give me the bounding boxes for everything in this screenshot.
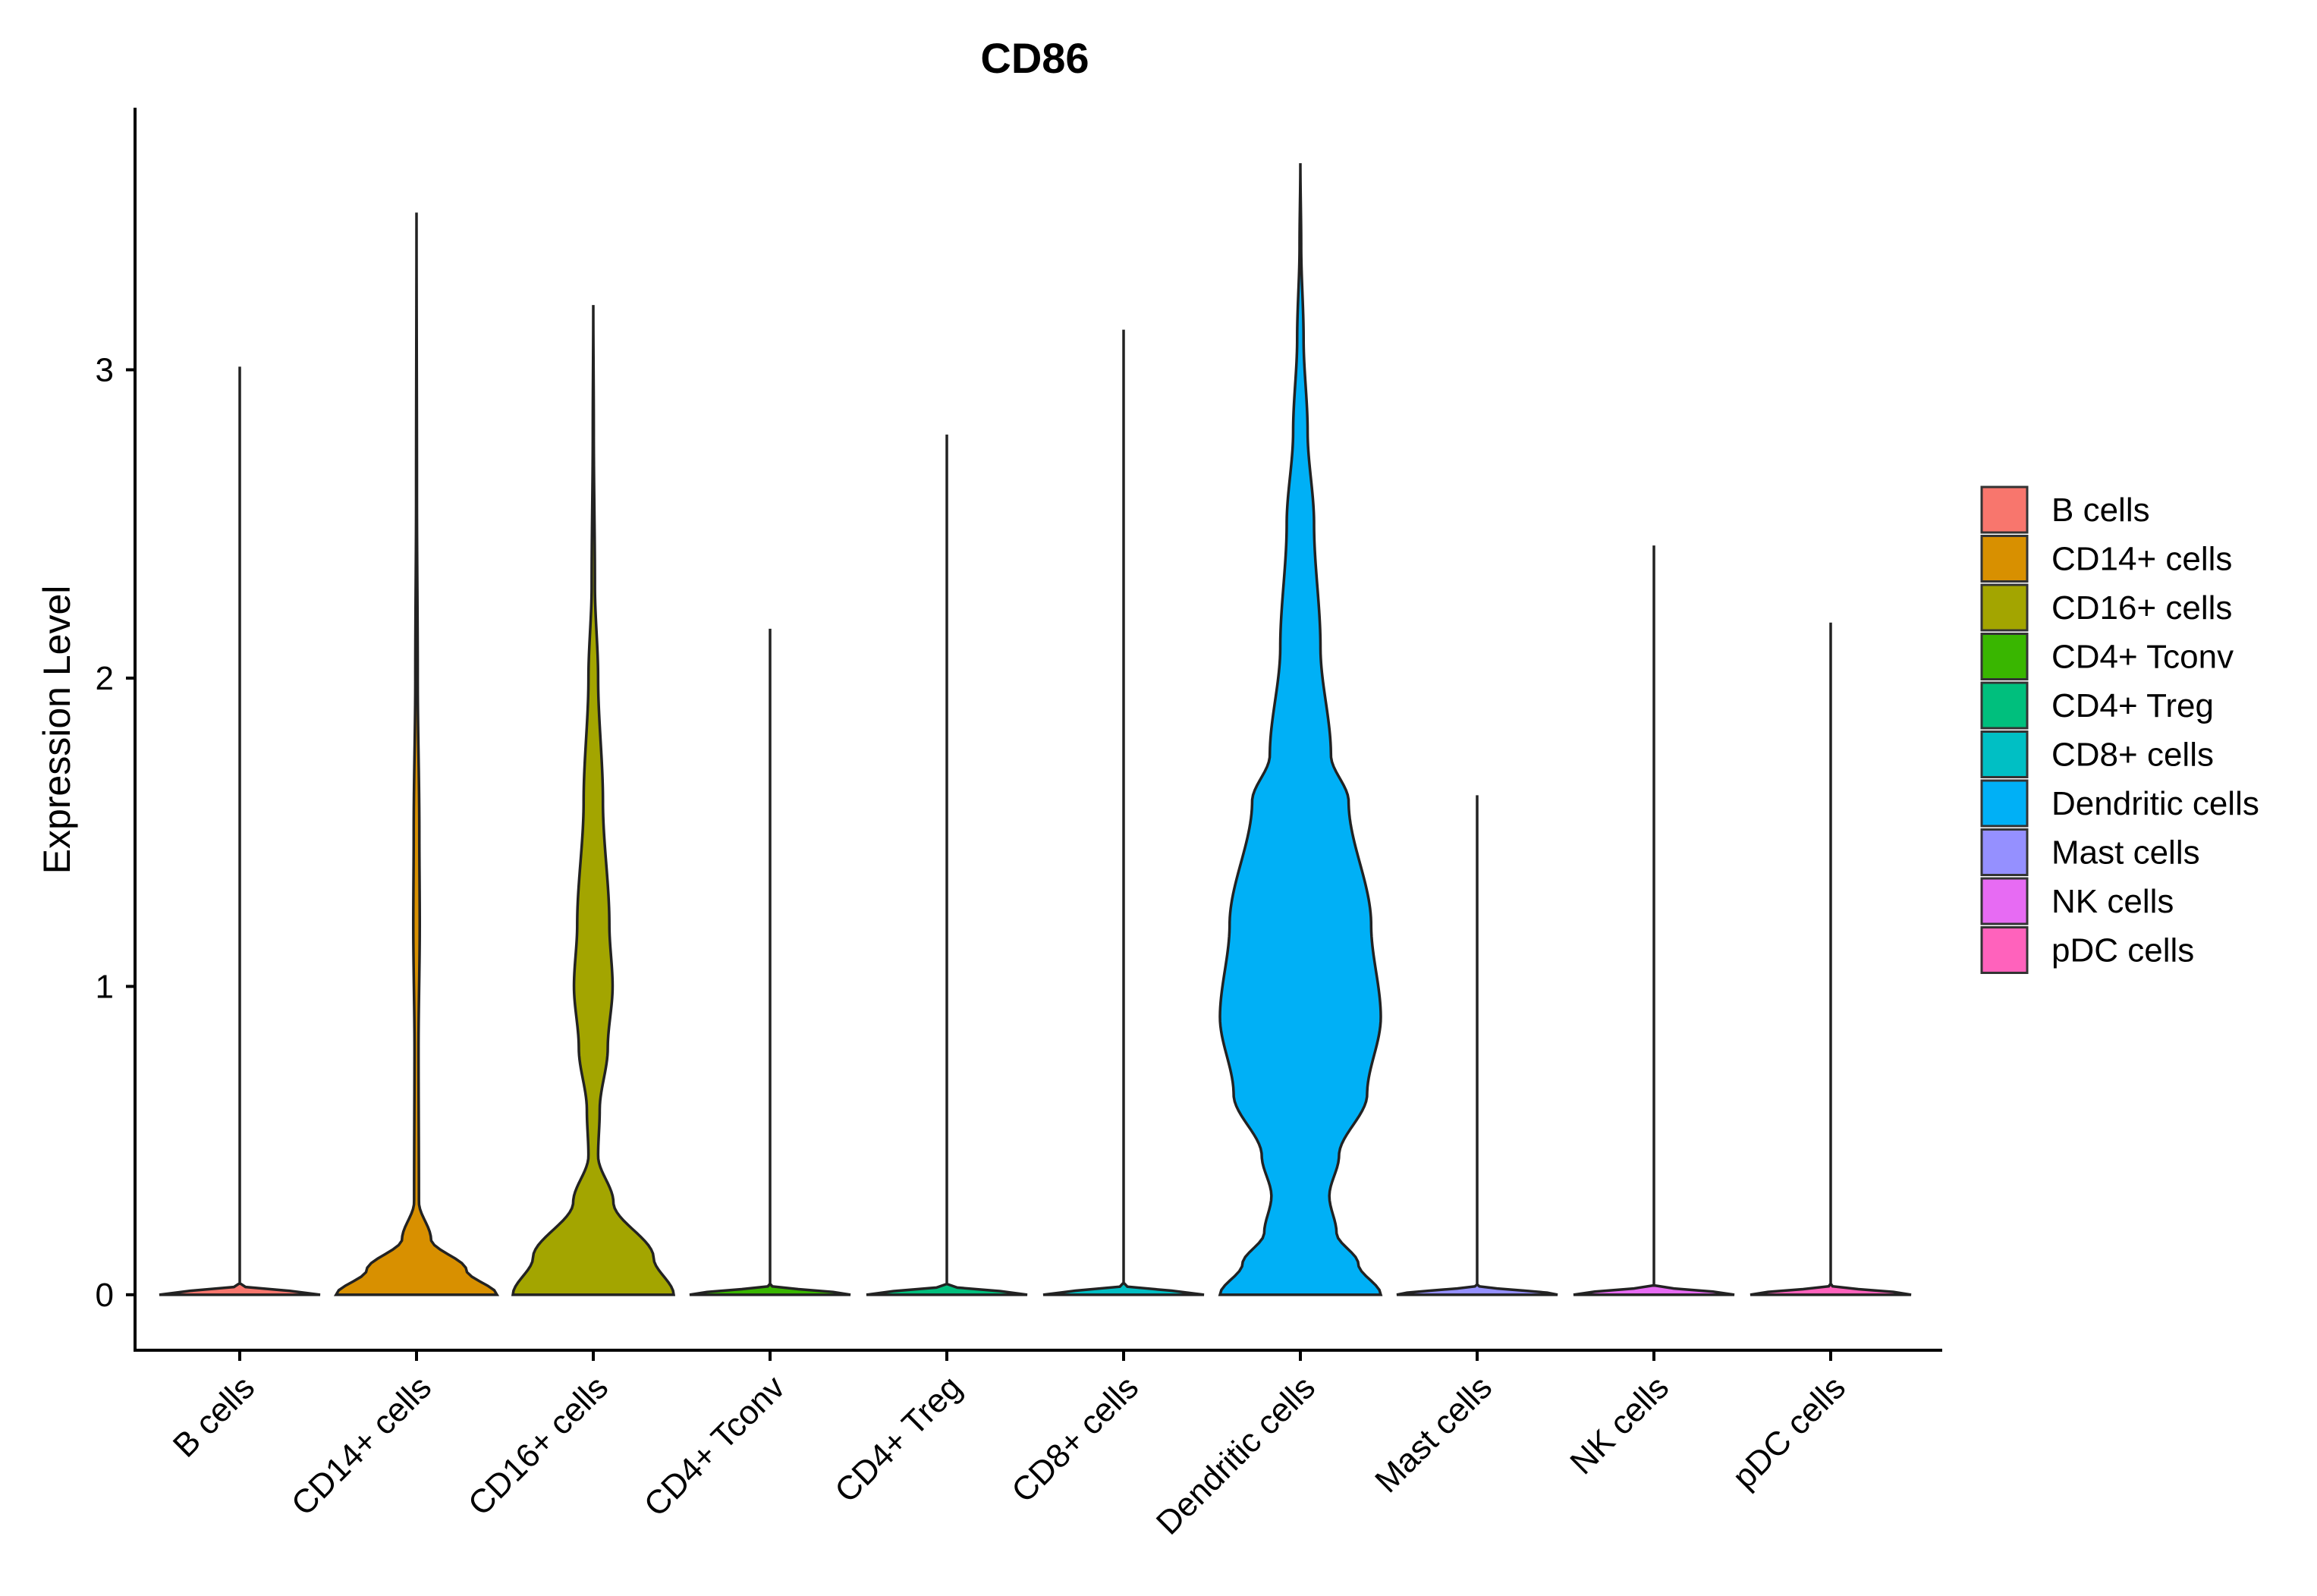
x-tick-label: CD8+ cells	[1004, 1368, 1146, 1510]
violin-cd8-cells	[1042, 329, 1205, 1296]
x-tick-label: CD14+ cells	[285, 1368, 439, 1522]
legend-key	[1980, 535, 2029, 583]
y-ticks-group: 0 1 2 3	[96, 351, 135, 1314]
legend-label: CD4+ Tconv	[2051, 639, 2234, 676]
legend-key	[1980, 681, 2029, 730]
x-ticks-group: B cells CD14+ cells CD16+ cells CD4+ Tconv C…	[166, 1350, 1853, 1542]
violin-dendritic-cells	[1218, 163, 1383, 1296]
x-tick-label: CD16+ cells	[461, 1368, 615, 1522]
violin-cd4-treg	[866, 434, 1028, 1296]
legend-label: CD4+ Treg	[2051, 687, 2214, 724]
legend-label: Dendritic cells	[2051, 785, 2259, 822]
legend: B cells CD14+ cells CD16+ cells CD4+ Tconv C…	[1980, 485, 2259, 974]
legend-key	[1980, 828, 2029, 876]
legend-key	[1980, 779, 2029, 828]
x-tick-label: NK cells	[1563, 1368, 1676, 1481]
x-tick-label: CD4+ Treg	[828, 1368, 969, 1510]
y-tick-label: 0	[96, 1277, 114, 1314]
legend-label: B cells	[2051, 492, 2150, 529]
legend-key	[1980, 877, 2029, 925]
chart-title: CD86	[980, 34, 1089, 82]
legend-label: CD16+ cells	[2051, 589, 2232, 627]
legend-label: NK cells	[2051, 883, 2174, 920]
violin-nk-cells	[1573, 545, 1735, 1296]
violin-cd16-cells	[511, 305, 676, 1296]
violin-mast-cells	[1396, 795, 1558, 1296]
legend-key	[1980, 485, 2029, 534]
violin-cd4-tconv	[689, 628, 851, 1296]
legend-key	[1980, 926, 2029, 974]
violins-group	[159, 163, 1912, 1296]
legend-key	[1980, 583, 2029, 632]
y-tick-label: 3	[96, 351, 114, 388]
legend-label: Mast cells	[2051, 834, 2200, 872]
y-tick-label: 2	[96, 660, 114, 697]
x-tick-label: pDC cells	[1725, 1368, 1853, 1496]
legend-label: CD14+ cells	[2051, 541, 2232, 578]
legend-key	[1980, 730, 2029, 778]
violin-cd14-cells	[333, 212, 500, 1296]
y-axis-label: Expression Level	[36, 586, 78, 875]
x-tick-label: Mast cells	[1368, 1368, 1499, 1500]
legend-label: pDC cells	[2051, 932, 2194, 969]
x-tick-label: CD4+ Tconv	[637, 1368, 792, 1523]
x-tick-label: B cells	[166, 1368, 262, 1464]
violin-pdc-cells	[1750, 622, 1912, 1296]
legend-label: CD8+ cells	[2051, 737, 2214, 774]
legend-key	[1980, 633, 2029, 680]
x-tick-label: Dendritic cells	[1149, 1368, 1322, 1541]
y-tick-label: 1	[96, 968, 114, 1005]
violin-b-cells	[159, 366, 321, 1296]
